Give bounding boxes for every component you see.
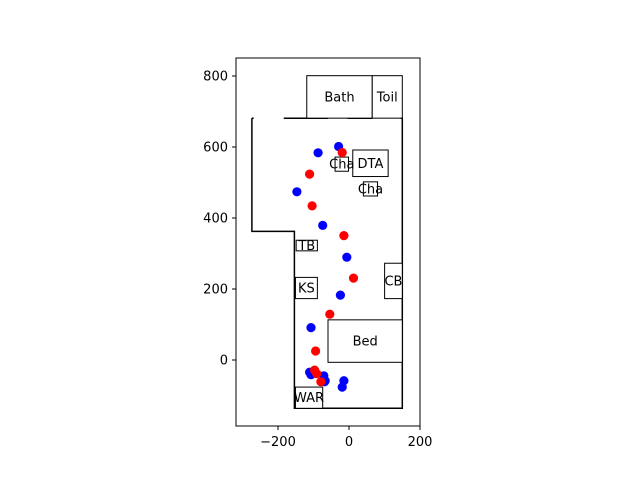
data-point xyxy=(348,273,359,283)
data-point xyxy=(311,346,321,356)
room-box xyxy=(294,386,324,409)
data-point xyxy=(313,148,323,158)
data-point xyxy=(325,309,335,319)
room-dta: DTA xyxy=(352,149,389,178)
room-box xyxy=(327,319,403,363)
room-cha: Cha xyxy=(358,181,383,197)
room-label: TB xyxy=(297,239,315,254)
room-cha: Cha xyxy=(329,156,354,173)
room-label: WAR xyxy=(294,391,324,406)
room-box xyxy=(352,149,389,178)
data-point xyxy=(306,323,316,333)
x-tick-label: −200 xyxy=(260,435,296,450)
x-tick-label: 200 xyxy=(408,435,433,450)
data-point xyxy=(335,290,345,300)
y-tick: 600 xyxy=(203,141,236,156)
y-tick-label: 200 xyxy=(203,283,228,298)
data-point xyxy=(292,187,302,197)
data-points-layer xyxy=(292,141,359,392)
room-box xyxy=(371,75,403,119)
y-tick: 0 xyxy=(220,354,236,369)
data-point xyxy=(307,201,317,211)
room-label: Cha xyxy=(358,182,383,197)
room-label: KS xyxy=(298,282,315,297)
data-point xyxy=(316,377,326,387)
room-label: Bath xyxy=(324,90,354,105)
doorway-gap xyxy=(253,116,284,120)
room-box xyxy=(294,276,318,300)
room-label: Cha xyxy=(329,158,354,173)
data-point xyxy=(318,220,328,230)
room-box xyxy=(384,262,403,300)
y-tick-label: 0 xyxy=(220,354,228,369)
room-war: WAR xyxy=(294,386,324,409)
y-tick-label: 400 xyxy=(203,212,228,227)
room-label: Bed xyxy=(353,335,378,350)
y-tick: 800 xyxy=(203,70,236,85)
room-box xyxy=(295,239,318,252)
y-tick-label: 800 xyxy=(203,70,228,85)
y-axis: 0 200 400 600 800 xyxy=(203,70,236,369)
room-box xyxy=(362,181,379,197)
room-box xyxy=(306,75,373,119)
room-tb: TB xyxy=(295,239,318,254)
data-point xyxy=(342,252,352,262)
y-tick: 200 xyxy=(203,283,236,298)
data-point xyxy=(337,147,347,158)
plot-frame xyxy=(235,57,421,427)
x-tick: 0 xyxy=(345,426,353,450)
data-point xyxy=(312,369,322,379)
room-ks: KS xyxy=(294,276,318,300)
room-label: Toil xyxy=(376,90,398,105)
x-tick: 200 xyxy=(408,426,433,450)
room-bed: Bed xyxy=(327,319,403,363)
data-point xyxy=(305,169,315,179)
room-label: CB xyxy=(384,274,402,289)
x-tick: −200 xyxy=(260,426,296,450)
series-points xyxy=(305,147,359,387)
floorplan-layer: Bath Toil DTA Cha Cha TB KS CB Bed WAR xyxy=(251,75,404,410)
room-bath: Bath xyxy=(306,75,373,119)
room-cb: CB xyxy=(384,262,403,300)
room-toil: Toil xyxy=(371,75,403,119)
room-label: DTA xyxy=(358,157,384,172)
y-tick: 400 xyxy=(203,212,236,227)
data-point xyxy=(339,231,349,241)
x-axis: −200 0 200 xyxy=(260,426,432,450)
data-point xyxy=(337,382,347,392)
x-tick-label: 0 xyxy=(345,435,353,450)
y-tick-label: 600 xyxy=(203,141,228,156)
